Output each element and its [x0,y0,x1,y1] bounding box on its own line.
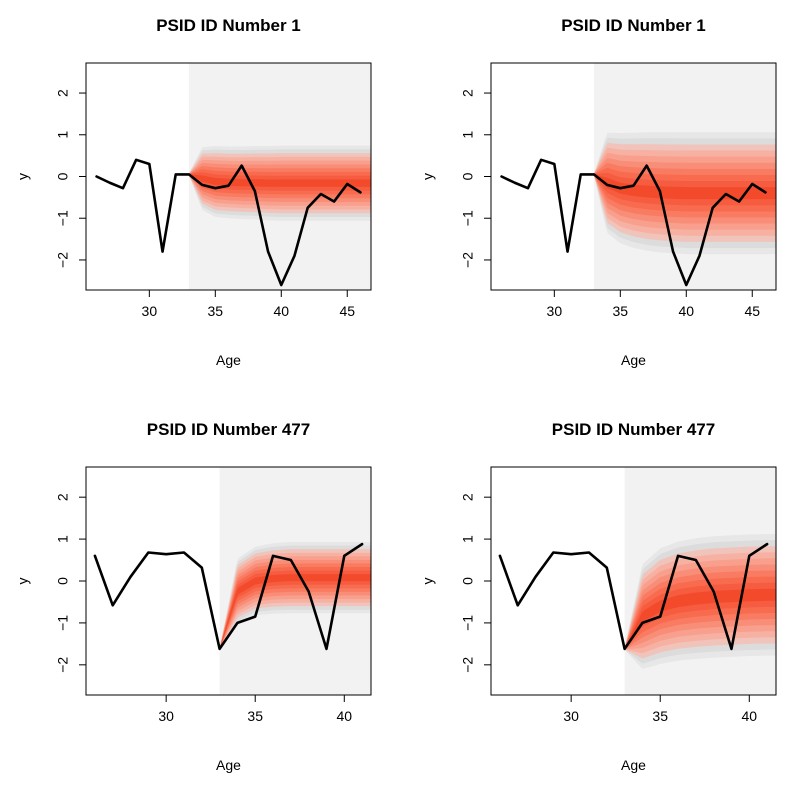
y-axis-label: y [15,173,31,180]
y-tick-label: −1 [460,210,476,226]
x-tick-label: 40 [273,303,289,319]
x-tick-label: 30 [563,708,579,724]
x-tick-label: 30 [547,303,563,319]
panel-top-left: 30 35 40 45 −2 −1 0 1 2 PSID ID Number 1 Age y [15,16,372,368]
x-axis: 30 35 40 [158,694,352,724]
fan-chart [624,534,776,669]
fan-band-10 [188,174,371,187]
fan-band-10 [593,174,776,200]
y-tick-label: −2 [460,657,476,673]
y-tick-label: −1 [55,210,71,226]
x-tick-label: 35 [208,303,224,319]
y-tick-label: 0 [55,577,71,585]
x-tick-label: 45 [744,303,760,319]
series-line [498,542,769,651]
x-tick-label: 40 [678,303,694,319]
fan-chart [593,132,776,255]
x-axis: 30 35 40 [563,694,757,724]
y-tick-label: 0 [55,172,71,180]
y-tick-label: −2 [55,657,71,673]
x-axis-label: Age [621,352,646,368]
y-tick-label: −1 [55,615,71,631]
x-tick-label: 35 [613,303,629,319]
y-tick-label: −2 [55,252,71,268]
y-tick-label: −2 [460,252,476,268]
y-tick-label: 1 [55,131,71,139]
x-axis: 30 35 40 45 [547,289,760,319]
y-axis: −2 −1 0 1 2 [460,89,492,268]
chart-title: PSID ID Number 1 [156,16,301,35]
y-axis: −2 −1 0 1 2 [55,493,87,673]
x-tick-label: 35 [652,708,668,724]
y-tick-label: 1 [460,131,476,139]
y-tick-label: 2 [460,493,476,501]
y-tick-label: 1 [55,535,71,543]
y-tick-label: 0 [460,172,476,180]
x-axis-label: Age [216,757,241,773]
x-tick-label: 30 [142,303,158,319]
y-axis: −2 −1 0 1 2 [460,493,492,673]
fan-chart [188,145,371,221]
y-tick-label: 2 [460,89,476,97]
x-tick-label: 35 [247,708,263,724]
chart-title: PSID ID Number 1 [561,16,706,35]
x-axis: 30 35 40 45 [142,289,355,319]
x-tick-label: 40 [741,708,757,724]
panel-bottom-left: 30 35 40 −2 −1 0 1 2 PSID ID Number 477 Age y [15,420,372,773]
y-axis-label: y [15,578,31,585]
fan-band-10 [624,588,776,649]
panel-bottom-right: 30 35 40 −2 −1 0 1 2 PSID ID Number 477 Age y [420,420,777,773]
panel-top-right: 30 35 40 45 −2 −1 0 1 2 PSID ID Number 1 Age y [420,16,777,368]
x-axis-label: Age [216,352,241,368]
y-axis-label: y [420,578,436,585]
y-tick-label: 0 [460,577,476,585]
y-tick-label: 2 [55,493,71,501]
y-tick-label: 1 [460,535,476,543]
x-tick-label: 40 [336,708,352,724]
x-axis-label: Age [621,757,646,773]
chart-title: PSID ID Number 477 [147,420,310,439]
fan-chart [219,542,371,650]
x-tick-label: 30 [158,708,174,724]
y-axis-label: y [420,173,436,180]
chart-title: PSID ID Number 477 [552,420,715,439]
y-axis: −2 −1 0 1 2 [55,89,87,268]
series-line [93,542,364,651]
x-tick-label: 45 [339,303,355,319]
y-tick-label: 2 [55,89,71,97]
y-tick-label: −1 [460,615,476,631]
